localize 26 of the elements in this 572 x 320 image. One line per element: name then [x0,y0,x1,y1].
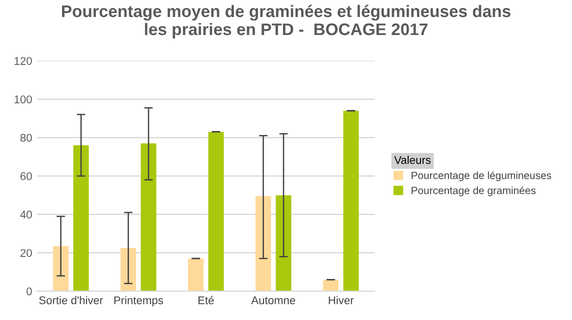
legend-label: Pourcentage de graminées [412,186,536,196]
y-tick-label: 60 [20,172,32,180]
legend-title: Valeurs [394,156,431,164]
chart-title: Pourcentage moyen de graminées et légumineuses dans les prairies en PTD - BOCAGE 2017 [62,4,510,39]
bar [73,145,89,292]
x-tick-label: Hiver [328,296,354,304]
legend-label: Pourcentage de légumineuses [412,171,552,182]
x-tick-label: Printemps [114,296,164,306]
y-tick-label: 80 [20,134,32,142]
bar [276,195,292,292]
y-tick-label: 40 [20,210,32,219]
bar [140,143,156,292]
x-tick-label: Eté [198,296,214,304]
bar [343,110,359,292]
bar [208,132,224,292]
y-tick-label: 0 [26,287,32,296]
bar [256,196,272,292]
y-tick-label: 20 [20,249,32,257]
bar [323,280,339,292]
y-tick-label: 120 [14,57,32,65]
bar [188,258,204,292]
bar [53,246,69,292]
bar [120,248,136,292]
x-tick-label: Sortie d'hiver [39,296,103,304]
y-tick-label: 100 [14,95,32,104]
x-tick-label: Automne [251,296,296,304]
